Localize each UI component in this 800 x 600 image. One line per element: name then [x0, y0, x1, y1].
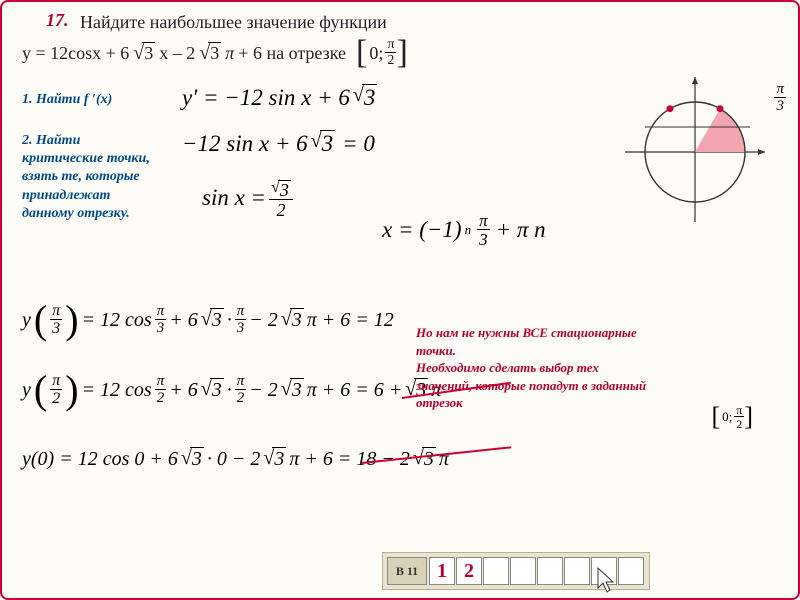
- sqrt-1: √3: [133, 42, 155, 65]
- function-definition: y = 12cosx + 6 √3 x – 2 √3 π + 6 на отре…: [22, 38, 408, 68]
- y-at-pi-over-2: y ( π2 ) = 12 cos π2 + 6 √3 · π2 − 2 √3 …: [22, 372, 441, 408]
- note-box: Но нам не нужны ВСЕ стационарные точки. …: [412, 322, 662, 414]
- answer-cell-1[interactable]: 1: [429, 557, 455, 585]
- sqrt-2: √3: [199, 42, 221, 65]
- answer-cell-8[interactable]: [618, 557, 644, 585]
- answer-cell-3[interactable]: [483, 557, 509, 585]
- x-solution: x = (−1)n π3 + π n: [382, 212, 546, 248]
- circle-angle-label: π3: [774, 80, 786, 114]
- y-at-pi-over-3: y ( π3 ) = 12 cos π3 + 6 √3 · π3 − 2 √3 …: [22, 302, 394, 338]
- sinx-value: sin x = √32: [202, 177, 293, 219]
- note-line-2: Необходимо сделать выбор тех значений, к…: [416, 359, 658, 412]
- answer-label: В 11: [387, 557, 427, 585]
- problem-number: 17.: [46, 10, 69, 31]
- mini-interval: [ 0; π2 ]: [711, 402, 753, 432]
- note-line-1: Но нам не нужны ВСЕ стационарные точки.: [416, 324, 658, 359]
- cursor-icon: [596, 566, 618, 594]
- equation-zero: −12 sin x + 6 √3 = 0: [182, 130, 375, 157]
- answer-cell-2[interactable]: 2: [456, 557, 482, 585]
- derivative-formula: y′ = −12 sin x + 6 √3: [182, 84, 377, 111]
- unit-circle-diagram: [620, 72, 770, 222]
- problem-title: Найдите наибольшее значение функции: [80, 12, 387, 33]
- func-tail: + 6 на отрезке: [238, 43, 346, 64]
- step-1-label: 1. Найти f ′(x): [22, 92, 112, 108]
- func-prefix: y = 12cosx + 6: [22, 43, 129, 64]
- func-pi: π: [225, 43, 234, 64]
- func-mid: x – 2: [159, 43, 195, 64]
- answer-cell-5[interactable]: [537, 557, 563, 585]
- step-2-label: 2. Найти критические точки, взять те, ко…: [22, 132, 162, 223]
- answer-cell-4[interactable]: [510, 557, 536, 585]
- answer-cell-6[interactable]: [564, 557, 590, 585]
- interval: [ 0; π2 ]: [356, 38, 408, 68]
